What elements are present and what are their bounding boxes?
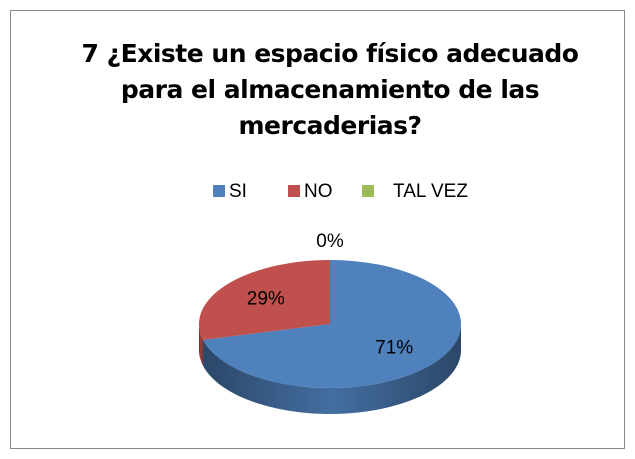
chart-title: 7 ¿Existe un espacio físico adecuado par… (81, 39, 579, 140)
slice (199, 260, 330, 340)
data-label: 29% (247, 289, 285, 310)
slice-side-shade (199, 324, 204, 366)
slice-side-shade (203, 324, 461, 415)
slice (203, 260, 461, 389)
legend-swatch (362, 185, 374, 197)
legend-label: NO (304, 181, 333, 202)
data-label: 0% (316, 231, 344, 252)
data-label: 71% (375, 337, 413, 358)
legend-label: TAL VEZ (393, 181, 468, 202)
legend-label: SI (229, 181, 247, 202)
legend-swatch (288, 185, 300, 197)
legend-swatch (213, 185, 225, 197)
